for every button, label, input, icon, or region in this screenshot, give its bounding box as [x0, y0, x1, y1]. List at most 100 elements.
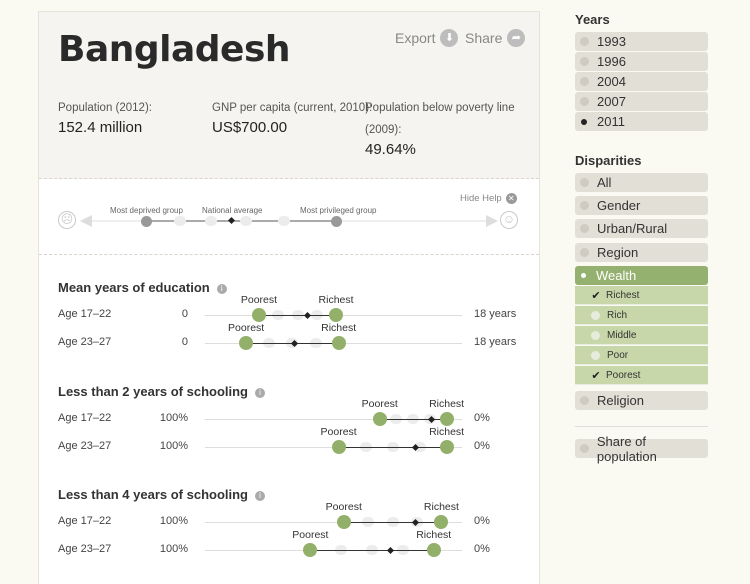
poorest-label: Poorest [325, 501, 362, 513]
year-option-1996[interactable]: 1996 [575, 52, 708, 71]
disparity-label: All [597, 175, 612, 190]
radio-icon [580, 396, 589, 405]
wealth-subitem-poorest[interactable]: ✔ Poorest [575, 366, 708, 385]
poorest-label: Poorest [292, 529, 329, 541]
hide-help-button[interactable]: Hide Help ✕ [460, 193, 517, 204]
years-title: Years [575, 12, 610, 27]
year-label: 2007 [597, 94, 626, 109]
year-option-1993[interactable]: 1993 [575, 32, 708, 51]
ghost-marker [240, 216, 252, 226]
share-of-population-toggle[interactable]: Share of population [575, 434, 708, 464]
most-deprived-marker [141, 216, 152, 227]
disparities-title: Disparities [575, 153, 642, 168]
year-label: 1996 [597, 54, 626, 69]
disparity-option-region[interactable]: Region [575, 243, 708, 262]
national-average-label: National average [202, 206, 263, 215]
range-line [343, 521, 442, 523]
richest-label: Richest [429, 426, 465, 438]
richest-marker[interactable] [331, 336, 346, 350]
radio-icon [580, 201, 589, 210]
range-line [310, 549, 434, 551]
radio-icon [580, 57, 589, 66]
richest-marker[interactable] [434, 515, 449, 529]
disparity-option-all[interactable]: All [575, 173, 708, 192]
disparity-option-religion[interactable]: Religion [575, 391, 708, 410]
richest-label: Richest [416, 529, 452, 541]
wealth-subitem-label: Poorest [606, 369, 641, 381]
poorest-marker[interactable] [239, 336, 254, 350]
population-label: Population (2012): [58, 102, 152, 114]
close-icon: ✕ [505, 193, 517, 204]
export-button[interactable]: Export ⬇ [395, 29, 459, 47]
axis-max-label: 0% [474, 515, 490, 527]
share-button[interactable]: Share ➦ [465, 29, 526, 47]
wealth-subitem-middle[interactable]: Middle [575, 326, 708, 345]
poorest-marker[interactable] [331, 440, 346, 454]
poorest-marker[interactable] [303, 543, 318, 557]
radio-icon [580, 77, 589, 86]
indicator-title-text: Less than 2 years of schooling [58, 384, 248, 399]
axis-track [205, 522, 462, 523]
row-label: Age 17–22 [58, 308, 112, 320]
checkmark-icon: ✔ [591, 289, 601, 302]
wealth-subitem-rich[interactable]: Rich [575, 306, 708, 325]
ghost-marker [174, 216, 186, 226]
row-label: Age 17–22 [58, 412, 112, 424]
axis-max-label: 0% [474, 543, 490, 555]
wealth-subitem-richest[interactable]: ✔ Richest [575, 286, 708, 305]
info-icon[interactable]: i [255, 388, 265, 398]
richest-marker[interactable] [439, 412, 454, 426]
row-label: Age 17–22 [58, 515, 112, 527]
population-value: 152.4 million [58, 119, 143, 136]
richest-marker[interactable] [439, 440, 454, 454]
divider [39, 254, 539, 255]
row-label: Age 23–27 [58, 336, 112, 348]
disparity-label: Gender [597, 198, 641, 213]
indicator-title: Less than 2 years of schooling i [58, 384, 265, 399]
unchecked-icon [591, 310, 600, 320]
axis-min-label: 0 [181, 336, 188, 348]
axis-max-label: 0% [474, 412, 490, 424]
info-icon[interactable]: i [216, 284, 227, 294]
disparity-option-gender[interactable]: Gender [575, 196, 708, 215]
range-line [258, 314, 337, 316]
disparity-label: Urban/Rural [597, 221, 668, 236]
poorest-marker[interactable] [251, 308, 266, 322]
radio-icon [580, 248, 589, 257]
gnp-value: US$700.00 [212, 119, 288, 136]
info-icon[interactable]: i [255, 491, 265, 501]
indicator-title: Mean years of education i [58, 280, 227, 295]
richest-label: Richest [321, 322, 357, 334]
wealth-subitem-poor[interactable]: Poor [575, 346, 708, 365]
share-of-population-label: Share of population [596, 433, 657, 464]
disparity-option-wealth[interactable]: Wealth [575, 266, 708, 285]
richest-marker[interactable] [329, 308, 344, 322]
ghost-marker [278, 216, 290, 226]
richest-label: Richest [423, 501, 459, 513]
year-label: 2011 [597, 114, 625, 129]
poverty-value: 49.64% [365, 141, 416, 158]
poorest-marker[interactable] [336, 515, 351, 529]
radio-icon [580, 97, 589, 106]
year-label: 1993 [597, 34, 626, 49]
checkmark-icon: ✔ [591, 369, 601, 382]
poorest-marker[interactable] [372, 412, 387, 426]
unchecked-icon [591, 330, 600, 340]
sad-face-icon: ☹ [58, 211, 76, 229]
year-option-2011[interactable]: 2011 [575, 112, 708, 131]
radio-icon [580, 224, 589, 233]
gnp-label: GNP per capita (current, 2010): [212, 102, 373, 114]
richest-label: Richest [318, 294, 354, 306]
axis-min-label: 0 [181, 308, 188, 320]
poorest-label: Poorest [320, 426, 357, 438]
row-label: Age 23–27 [58, 440, 112, 452]
disparity-label: Wealth [596, 268, 637, 283]
year-option-2004[interactable]: 2004 [575, 72, 708, 91]
axis-max-label: 18 years [474, 308, 517, 320]
year-option-2007[interactable]: 2007 [575, 92, 708, 111]
axis-min-label: 100% [159, 412, 188, 424]
richest-marker[interactable] [426, 543, 441, 557]
disparity-option-urban-rural[interactable]: Urban/Rural [575, 219, 708, 238]
indicator-title-text: Less than 4 years of schooling [58, 487, 248, 502]
wealth-subitem-label: Richest [606, 289, 640, 301]
